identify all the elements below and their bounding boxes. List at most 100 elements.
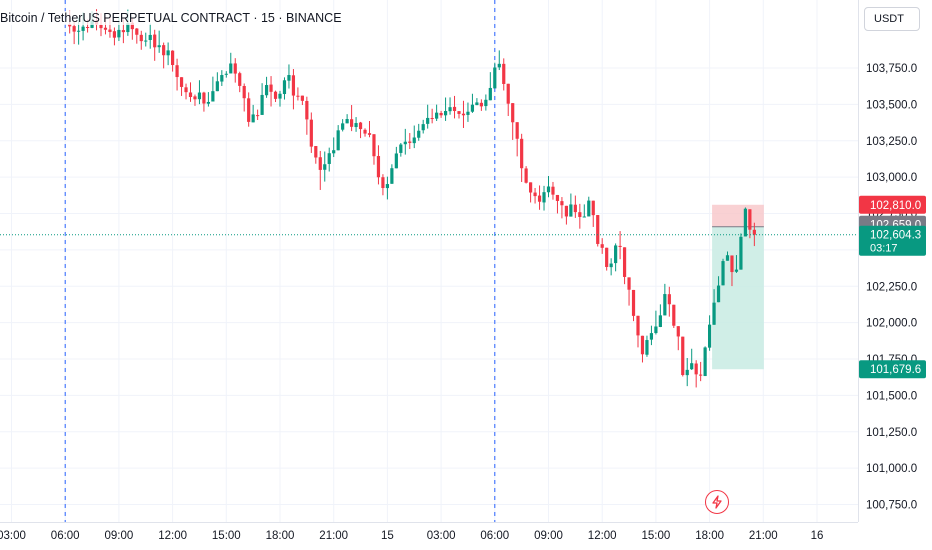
candle bbox=[699, 361, 703, 382]
candle-body bbox=[345, 119, 349, 124]
candle-body bbox=[112, 31, 117, 38]
candle-body bbox=[461, 113, 466, 116]
candle-body bbox=[699, 374, 703, 376]
candle bbox=[663, 283, 667, 316]
candle-body bbox=[332, 150, 336, 154]
candle bbox=[224, 71, 228, 78]
price-tag-label: 102,810.0 bbox=[870, 200, 921, 212]
candle-body bbox=[81, 26, 85, 31]
candle bbox=[390, 164, 394, 184]
candle-body bbox=[435, 112, 439, 119]
candle bbox=[721, 258, 725, 286]
price-tag-last bbox=[859, 225, 926, 256]
candle-body bbox=[426, 117, 430, 124]
candle bbox=[193, 94, 197, 106]
candle-body bbox=[448, 107, 452, 112]
lightning-bolt-icon[interactable] bbox=[705, 490, 729, 514]
candle-body bbox=[166, 50, 170, 56]
candle-body bbox=[341, 123, 345, 130]
candle bbox=[502, 58, 506, 91]
candle bbox=[314, 146, 318, 164]
candle-body bbox=[439, 112, 443, 116]
time-axis[interactable]: 03:00 06:00 09:00 12:00 15:00 18:00 21:00 15 03:… bbox=[0, 522, 858, 543]
candle-body bbox=[153, 34, 157, 48]
candle-body bbox=[587, 200, 591, 217]
candle-body bbox=[600, 244, 604, 248]
candle-body bbox=[712, 302, 716, 325]
candle bbox=[305, 96, 309, 135]
x-tick-label: 03:00 bbox=[0, 530, 26, 542]
candle-body bbox=[502, 63, 506, 84]
candle bbox=[309, 112, 313, 153]
candle-body bbox=[667, 294, 671, 305]
candle bbox=[175, 58, 179, 91]
candle-body bbox=[363, 129, 367, 134]
currency-button[interactable]: USDT bbox=[864, 7, 920, 31]
candle-body bbox=[430, 118, 434, 120]
candle bbox=[605, 247, 609, 271]
candle bbox=[139, 30, 143, 50]
candle bbox=[627, 277, 631, 306]
candle-body bbox=[716, 285, 721, 303]
candle-body bbox=[256, 115, 260, 117]
candle-body bbox=[184, 87, 188, 93]
candle-body bbox=[215, 81, 219, 92]
candle bbox=[439, 110, 443, 118]
candle-body bbox=[605, 247, 609, 267]
candle bbox=[256, 109, 260, 120]
candle bbox=[529, 182, 533, 203]
candle bbox=[385, 176, 389, 200]
candle bbox=[752, 222, 756, 247]
candle bbox=[135, 28, 139, 44]
candle bbox=[233, 58, 237, 83]
candle bbox=[215, 72, 219, 92]
candle bbox=[622, 247, 627, 285]
candle bbox=[457, 111, 461, 119]
candle bbox=[506, 83, 510, 117]
session-breaks bbox=[64, 0, 496, 522]
candle bbox=[690, 348, 694, 370]
candle bbox=[372, 134, 376, 165]
candle bbox=[703, 346, 707, 377]
price-axis[interactable]: 103,750.0 103,500.0 103,250.0 103,000.0 102,… bbox=[858, 0, 918, 522]
candle bbox=[354, 117, 358, 132]
candle bbox=[399, 142, 403, 157]
candle bbox=[381, 174, 385, 196]
candle-body bbox=[278, 93, 282, 99]
candle-body bbox=[649, 333, 654, 340]
candle bbox=[734, 255, 739, 273]
candle-body bbox=[300, 95, 304, 101]
candle bbox=[336, 125, 340, 151]
candle bbox=[725, 251, 730, 261]
candle bbox=[287, 64, 291, 89]
x-tick-label: 06:00 bbox=[480, 530, 509, 542]
candle bbox=[443, 97, 448, 121]
candle-body bbox=[443, 111, 448, 116]
candle bbox=[206, 92, 210, 107]
candle-body bbox=[529, 182, 533, 193]
candle bbox=[264, 76, 269, 98]
stop-loss-zone[interactable] bbox=[712, 204, 764, 227]
candle bbox=[484, 94, 488, 111]
candle-body bbox=[197, 92, 202, 100]
take-profit-zone[interactable] bbox=[712, 226, 764, 370]
candle-body bbox=[654, 326, 658, 334]
candle-body bbox=[631, 289, 636, 316]
candle-body bbox=[238, 73, 242, 86]
candle-body bbox=[157, 45, 161, 48]
candle bbox=[716, 276, 721, 303]
candle-body bbox=[452, 106, 457, 111]
lightning-bolt-glyph bbox=[712, 495, 722, 509]
candle-body bbox=[399, 144, 403, 153]
candle bbox=[435, 104, 439, 122]
candle bbox=[260, 83, 264, 115]
candle bbox=[282, 77, 287, 100]
chart-title: Bitcoin / TetherUS PERPETUAL CONTRACT · … bbox=[0, 11, 345, 25]
candle-body bbox=[390, 168, 394, 184]
candle-body bbox=[622, 247, 627, 277]
candle bbox=[667, 286, 671, 317]
candle-body bbox=[103, 27, 108, 30]
candle bbox=[582, 204, 586, 218]
